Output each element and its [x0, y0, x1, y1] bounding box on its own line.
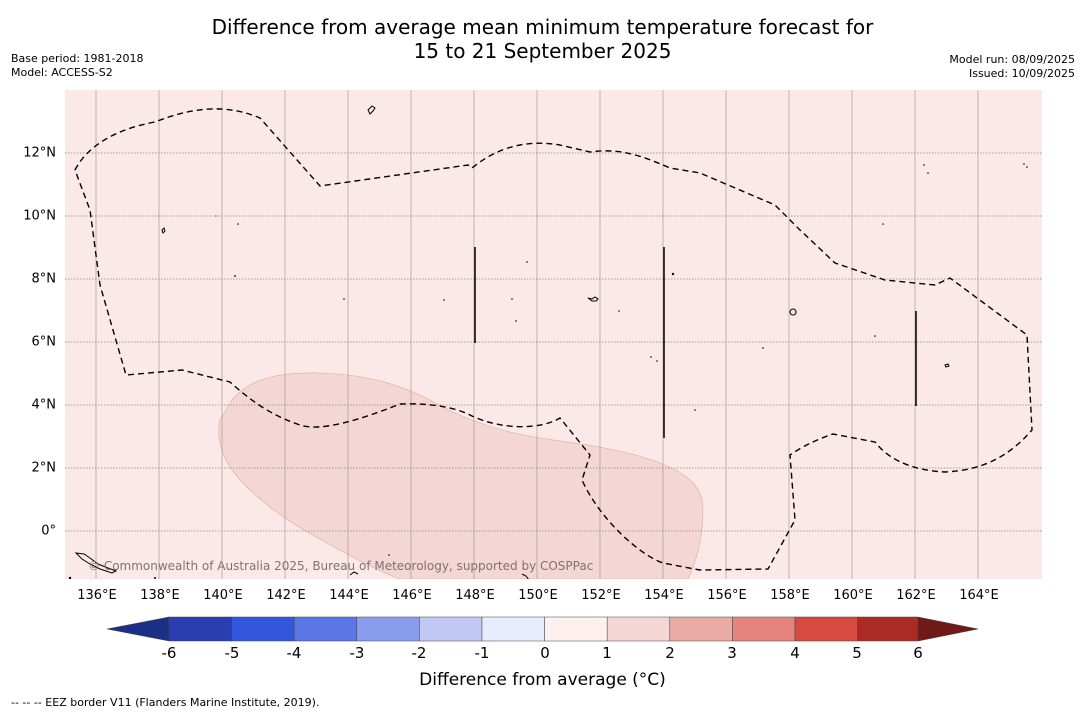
colorbar-tick: 4: [790, 644, 800, 662]
lon-label-140: 140°E: [203, 588, 243, 603]
map-title-line1: Difference from average mean minimum tem…: [211, 15, 874, 39]
eez-footnote: -- -- -- EEZ border V11 (Flanders Marine…: [11, 696, 320, 709]
lat-label-8n: 8°N: [31, 271, 57, 287]
lon-label-138: 138°E: [140, 588, 180, 603]
lon-label-158: 158°E: [770, 588, 810, 603]
colorbar-tick: 1: [602, 644, 612, 662]
anomaly-patch-1-2: [218, 372, 704, 579]
colorbar-tick: 3: [727, 644, 737, 662]
colorbar-tick: 0: [540, 644, 550, 662]
colorbar-tick: 6: [913, 644, 923, 662]
colorbar-title: Difference from average (°C): [419, 670, 666, 690]
colorbar-extend-low: [106, 616, 170, 642]
latitude-gridlines: [65, 152, 1042, 532]
colorbar-tick: 2: [665, 644, 675, 662]
model-name: Model: ACCESS-S2: [11, 66, 113, 79]
lon-label-142: 142°E: [266, 588, 306, 603]
copyright-notice: © Commonwealth of Australia 2025, Bureau…: [88, 559, 594, 573]
colorbar-tick: -6: [161, 644, 177, 662]
eez-cut-lines: [474, 247, 917, 438]
lat-label-12n: 12°N: [23, 145, 56, 161]
colorbar-tick: -1: [474, 644, 490, 662]
colorbar-tick: -2: [411, 644, 427, 662]
lat-label-10n: 10°N: [23, 208, 56, 224]
lon-label-160: 160°E: [833, 588, 873, 603]
colorbar-tick: -4: [286, 644, 302, 662]
lon-label-156: 156°E: [707, 588, 747, 603]
islands: [74, 105, 950, 579]
colorbar-tick: -3: [349, 644, 365, 662]
lon-label-144: 144°E: [329, 588, 369, 603]
model-run: Model run: 08/09/2025: [949, 53, 1075, 66]
lon-label-150: 150°E: [518, 588, 558, 603]
lon-label-154: 154°E: [644, 588, 684, 603]
lon-label-164: 164°E: [959, 588, 999, 603]
map-title-line2: 15 to 21 September 2025: [413, 39, 672, 63]
lat-label-4n: 4°N: [31, 397, 57, 413]
small-islets: [68, 163, 1028, 579]
colorbar-tick: 5: [852, 644, 862, 662]
base-period: Base period: 1981-2018: [11, 52, 144, 65]
lon-label-136: 136°E: [77, 588, 117, 603]
colorbar: [106, 616, 979, 642]
lat-label-0: 0°: [41, 523, 56, 539]
issued-date: Issued: 10/09/2025: [968, 67, 1075, 80]
lat-label-2n: 2°N: [31, 460, 57, 476]
lon-label-146: 146°E: [392, 588, 432, 603]
lat-label-6n: 6°N: [31, 334, 57, 350]
lon-label-148: 148°E: [455, 588, 495, 603]
lon-label-162: 162°E: [896, 588, 936, 603]
lon-label-152: 152°E: [581, 588, 621, 603]
longitude-gridlines: [95, 90, 979, 579]
colorbar-tick: -5: [224, 644, 240, 662]
colorbar-extend-high: [917, 616, 979, 642]
